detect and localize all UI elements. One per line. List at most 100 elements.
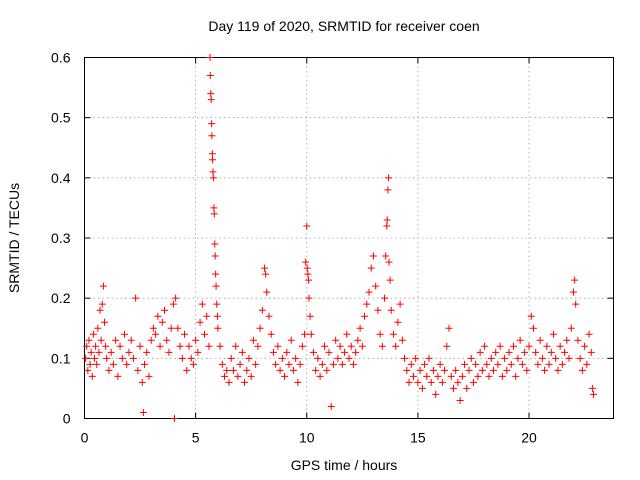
- data-point: [472, 360, 480, 368]
- data-point: [574, 336, 582, 344]
- data-point: [218, 360, 226, 368]
- data-point: [354, 336, 362, 344]
- gridlines: [84, 57, 614, 419]
- data-point: [372, 282, 380, 290]
- data-point: [141, 360, 149, 368]
- data-point: [281, 372, 289, 380]
- data-point: [383, 216, 391, 224]
- data-point: [363, 300, 371, 308]
- data-point: [447, 372, 455, 380]
- data-point: [552, 354, 560, 362]
- data-point: [478, 366, 486, 374]
- plot-frame: [84, 57, 614, 419]
- data-point: [329, 360, 337, 368]
- data-point: [94, 324, 102, 332]
- data-point: [352, 348, 360, 356]
- data-point: [249, 336, 257, 344]
- data-point: [136, 342, 144, 350]
- data-points: [82, 54, 597, 422]
- data-point: [385, 258, 393, 266]
- data-point: [187, 354, 195, 362]
- data-point: [211, 252, 219, 260]
- data-point: [554, 366, 562, 374]
- data-point: [278, 354, 286, 362]
- data-point: [381, 294, 389, 302]
- data-point: [376, 330, 384, 338]
- data-point: [454, 378, 462, 386]
- data-point: [434, 372, 442, 380]
- data-point: [496, 342, 504, 350]
- data-point: [349, 360, 357, 368]
- data-point: [481, 342, 489, 350]
- data-point: [549, 330, 557, 338]
- data-point: [303, 222, 311, 230]
- data-point: [267, 330, 275, 338]
- data-point: [467, 354, 475, 362]
- data-point: [169, 300, 177, 308]
- data-point: [306, 312, 314, 320]
- data-point: [514, 354, 522, 362]
- data-point: [367, 264, 375, 272]
- data-point: [452, 366, 460, 374]
- data-point: [365, 288, 373, 296]
- y-axis-label: SRMTID / TECUs: [6, 183, 22, 293]
- data-point: [171, 415, 179, 422]
- data-point: [194, 348, 202, 356]
- data-point: [438, 378, 446, 386]
- data-point: [321, 342, 329, 350]
- data-point: [561, 348, 569, 356]
- data-point: [238, 348, 246, 356]
- data-point: [305, 276, 313, 284]
- data-point: [581, 342, 589, 350]
- data-point: [476, 348, 484, 356]
- data-point: [304, 270, 312, 278]
- data-point: [212, 282, 220, 290]
- data-point: [423, 372, 431, 380]
- data-point: [309, 348, 317, 356]
- data-point: [556, 342, 564, 350]
- data-point: [289, 366, 297, 374]
- data-point: [436, 360, 444, 368]
- x-axis-label: GPS time / hours: [291, 457, 398, 473]
- data-point: [343, 330, 351, 338]
- data-point: [112, 336, 120, 344]
- data-point: [572, 300, 580, 308]
- data-point: [494, 360, 502, 368]
- data-point: [407, 360, 415, 368]
- y-tick-label: 0.2: [51, 290, 71, 306]
- data-point: [258, 306, 266, 314]
- data-point: [287, 336, 295, 344]
- data-point: [538, 354, 546, 362]
- data-point: [91, 354, 99, 362]
- data-point: [247, 372, 255, 380]
- data-point: [172, 294, 180, 302]
- data-point: [163, 336, 171, 344]
- data-point: [587, 348, 595, 356]
- data-point: [192, 336, 200, 344]
- data-point: [189, 360, 197, 368]
- data-point: [416, 366, 424, 374]
- data-point: [565, 354, 573, 362]
- data-point: [505, 348, 513, 356]
- x-tick-labels: 0 5 10 15 20: [81, 430, 537, 446]
- data-point: [209, 174, 217, 182]
- data-point: [96, 306, 104, 314]
- data-point: [209, 168, 217, 176]
- data-point: [427, 378, 435, 386]
- data-point: [463, 384, 471, 392]
- data-point: [85, 336, 93, 344]
- data-point: [532, 348, 540, 356]
- data-point: [276, 366, 284, 374]
- data-point: [93, 360, 101, 368]
- data-point: [98, 300, 106, 308]
- data-point: [458, 372, 466, 380]
- data-point: [294, 378, 302, 386]
- data-point: [107, 348, 115, 356]
- data-point: [167, 324, 175, 332]
- data-point: [318, 360, 326, 368]
- axis-ticks: [84, 57, 614, 419]
- data-point: [101, 318, 109, 326]
- y-tick-label: 0.5: [51, 110, 71, 126]
- data-point: [485, 372, 493, 380]
- y-tick-label: 0.6: [51, 50, 71, 66]
